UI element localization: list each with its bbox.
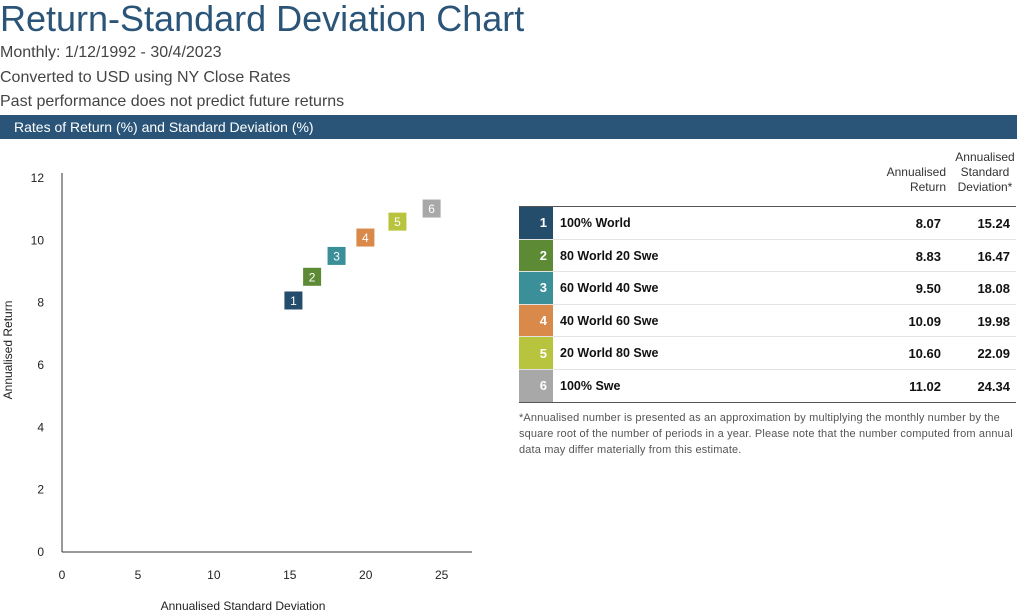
row-name: 40 World 60 Swe	[560, 313, 659, 328]
x-tick-label: 20	[359, 568, 373, 582]
row-number-chip: 3	[519, 272, 553, 304]
table-row: 1 100% World 8.07 15.24	[519, 206, 1016, 239]
section-band-label: Rates of Return (%) and Standard Deviati…	[14, 119, 314, 135]
data-point-marker	[284, 291, 303, 310]
data-point-label: 6	[428, 202, 435, 216]
data-point-marker	[356, 228, 375, 247]
subtitle-period: Monthly: 1/12/1992 - 30/4/2023	[0, 44, 222, 61]
data-point-marker	[388, 212, 407, 231]
data-point-label: 3	[333, 249, 340, 263]
table-row: 5 20 World 80 Swe 10.60 22.09	[519, 336, 1016, 369]
x-tick-label: 10	[207, 568, 221, 582]
y-tick-label: 4	[37, 420, 44, 434]
table-row: 3 60 World 40 Swe 9.50 18.08	[519, 271, 1016, 304]
row-number-chip: 5	[519, 337, 553, 369]
row-return: 11.02	[909, 378, 941, 394]
x-axis-title: Annualised Standard Deviation	[161, 599, 326, 613]
row-sd: 19.98	[977, 313, 1010, 329]
data-point-marker	[303, 267, 322, 286]
x-tick-label: 5	[135, 568, 142, 582]
y-tick-label: 12	[31, 171, 45, 185]
data-point-label: 1	[290, 294, 297, 308]
row-return: 9.50	[915, 281, 941, 297]
data-point-marker	[327, 246, 346, 265]
row-name: 60 World 40 Swe	[560, 281, 659, 296]
table-row: 2 80 World 20 Swe 8.83 16.47	[519, 238, 1016, 272]
table-header-return-line2: Return	[909, 180, 946, 194]
row-sd: 16.47	[977, 248, 1010, 264]
table-header-sd-line1: Annualised	[955, 150, 1015, 164]
y-axis-title: Annualised Return	[1, 301, 15, 400]
row-return: 10.60	[908, 346, 941, 362]
row-return: 8.83	[915, 248, 941, 264]
row-return: 8.07	[915, 216, 941, 231]
row-name: 100% World	[560, 216, 631, 230]
x-tick-label: 15	[283, 568, 297, 582]
row-name: 80 World 20 Swe	[560, 248, 659, 263]
x-tick-label: 25	[435, 568, 449, 582]
row-sd: 18.08	[977, 281, 1010, 297]
table-header-return: Annualised Return	[880, 165, 946, 195]
y-tick-label: 0	[37, 545, 44, 559]
table-header-sd-line3: Deviation*	[957, 180, 1013, 194]
y-tick-label: 2	[37, 483, 44, 497]
x-tick-label: 0	[59, 568, 66, 582]
row-sd: 24.34	[977, 378, 1010, 394]
y-tick-label: 10	[31, 233, 45, 247]
row-number-chip: 4	[519, 304, 553, 337]
y-tick-label: 8	[37, 296, 44, 310]
table-row: 6 100% Swe 11.02 24.34	[519, 368, 1016, 403]
subtitle-disclaimer: Past performance does not predict future…	[0, 93, 345, 110]
row-number-chip: 2	[519, 239, 553, 272]
data-point-marker	[422, 199, 441, 218]
row-sd: 15.24	[977, 216, 1010, 231]
footnote: *Annualised number is presented as an ap…	[519, 412, 1013, 456]
page-title: Return-Standard Deviation Chart	[0, 0, 525, 39]
table-header-return-line1: Annualised	[886, 165, 946, 179]
table-header-sd: Annualised Standard Deviation*	[950, 150, 1020, 195]
row-return: 10.09	[908, 313, 941, 329]
row-name: 100% Swe	[560, 378, 621, 393]
data-point-label: 5	[394, 215, 401, 229]
data-point-label: 2	[309, 270, 316, 284]
table-row: 4 40 World 60 Swe 10.09 19.98	[519, 303, 1016, 337]
row-number-chip: 1	[519, 207, 553, 239]
row-sd: 22.09	[977, 346, 1010, 362]
section-band: Rates of Return (%) and Standard Deviati…	[0, 115, 1017, 139]
portfolio-table: 1 100% World 8.07 15.24 2 80 World 20 Swe 8.83…	[519, 206, 1016, 403]
y-tick-label: 6	[37, 358, 44, 372]
row-name: 20 World 80 Swe	[560, 346, 659, 361]
table-header-sd-line2: Standard	[960, 165, 1010, 179]
data-point-label: 4	[362, 231, 369, 245]
row-number-chip: 6	[519, 369, 553, 402]
subtitle-currency: Converted to USD using NY Close Rates	[0, 69, 291, 86]
